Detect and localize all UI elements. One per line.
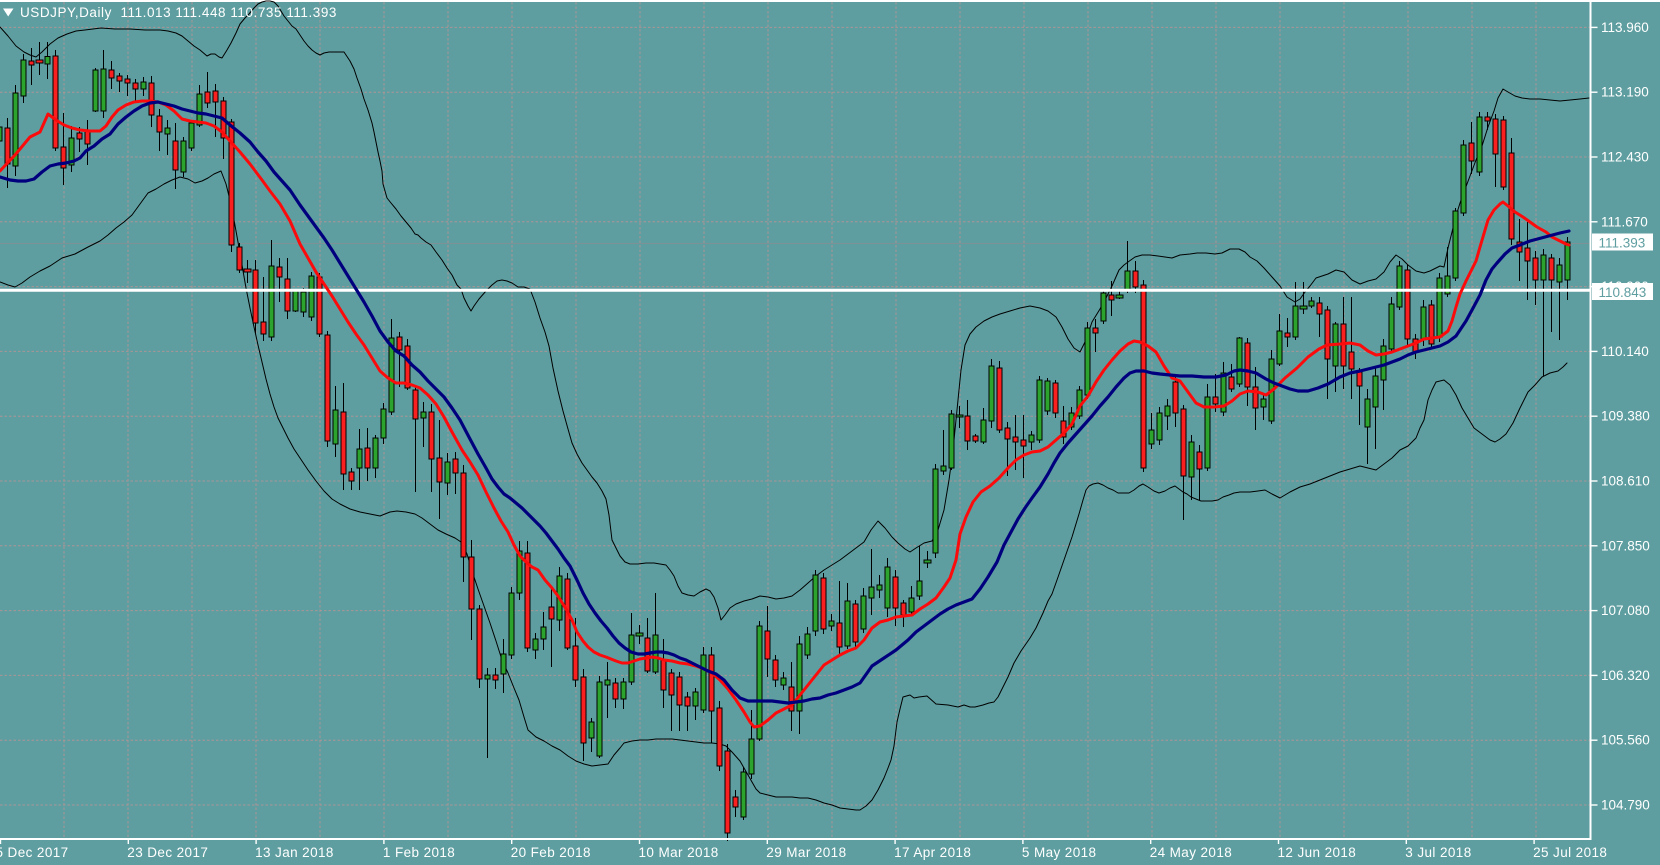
- svg-text:5 Dec 2017: 5 Dec 2017: [0, 845, 69, 860]
- svg-text:110.140: 110.140: [1601, 344, 1649, 359]
- svg-text:10 Mar 2018: 10 Mar 2018: [639, 845, 719, 860]
- svg-text:20 Feb 2018: 20 Feb 2018: [511, 845, 591, 860]
- svg-text:111.670: 111.670: [1601, 214, 1648, 229]
- svg-text:23 Dec 2017: 23 Dec 2017: [127, 845, 208, 860]
- svg-text:110.843: 110.843: [1599, 285, 1647, 300]
- svg-text:113.960: 113.960: [1601, 20, 1649, 35]
- svg-text:5 May 2018: 5 May 2018: [1022, 845, 1097, 860]
- svg-text:105.560: 105.560: [1601, 733, 1650, 748]
- svg-text:13 Jan 2018: 13 Jan 2018: [255, 845, 334, 860]
- svg-text:12 Jun 2018: 12 Jun 2018: [1278, 845, 1357, 860]
- svg-text:25 Jul 2018: 25 Jul 2018: [1533, 845, 1607, 860]
- svg-text:USDJPY,Daily 111.013 111.448: USDJPY,Daily 111.013 111.448 110.735 111…: [20, 5, 337, 20]
- svg-text:109.380: 109.380: [1601, 409, 1650, 424]
- svg-text:111.393: 111.393: [1599, 236, 1646, 251]
- svg-text:113.190: 113.190: [1601, 85, 1649, 100]
- svg-text:104.790: 104.790: [1601, 798, 1650, 813]
- svg-text:112.430: 112.430: [1601, 150, 1649, 165]
- svg-text:29 Mar 2018: 29 Mar 2018: [766, 845, 846, 860]
- svg-text:17 Apr 2018: 17 Apr 2018: [894, 845, 971, 860]
- svg-text:106.320: 106.320: [1601, 668, 1650, 683]
- svg-text:3 Jul 2018: 3 Jul 2018: [1405, 845, 1471, 860]
- svg-text:108.610: 108.610: [1601, 474, 1650, 489]
- svg-text:1 Feb 2018: 1 Feb 2018: [383, 845, 455, 860]
- svg-text:107.850: 107.850: [1601, 538, 1650, 553]
- svg-text:24 May 2018: 24 May 2018: [1150, 845, 1232, 860]
- svg-text:107.080: 107.080: [1601, 603, 1650, 618]
